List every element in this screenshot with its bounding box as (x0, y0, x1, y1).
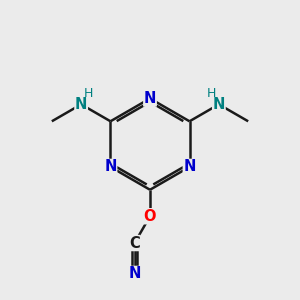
Text: N: N (183, 159, 196, 174)
Text: O: O (144, 209, 156, 224)
Text: N: N (144, 91, 156, 106)
Text: N: N (128, 266, 141, 281)
Text: H: H (84, 87, 93, 100)
Text: N: N (213, 97, 225, 112)
Text: N: N (75, 97, 87, 112)
Text: H: H (207, 87, 216, 100)
Text: N: N (104, 159, 117, 174)
Text: C: C (129, 236, 140, 250)
